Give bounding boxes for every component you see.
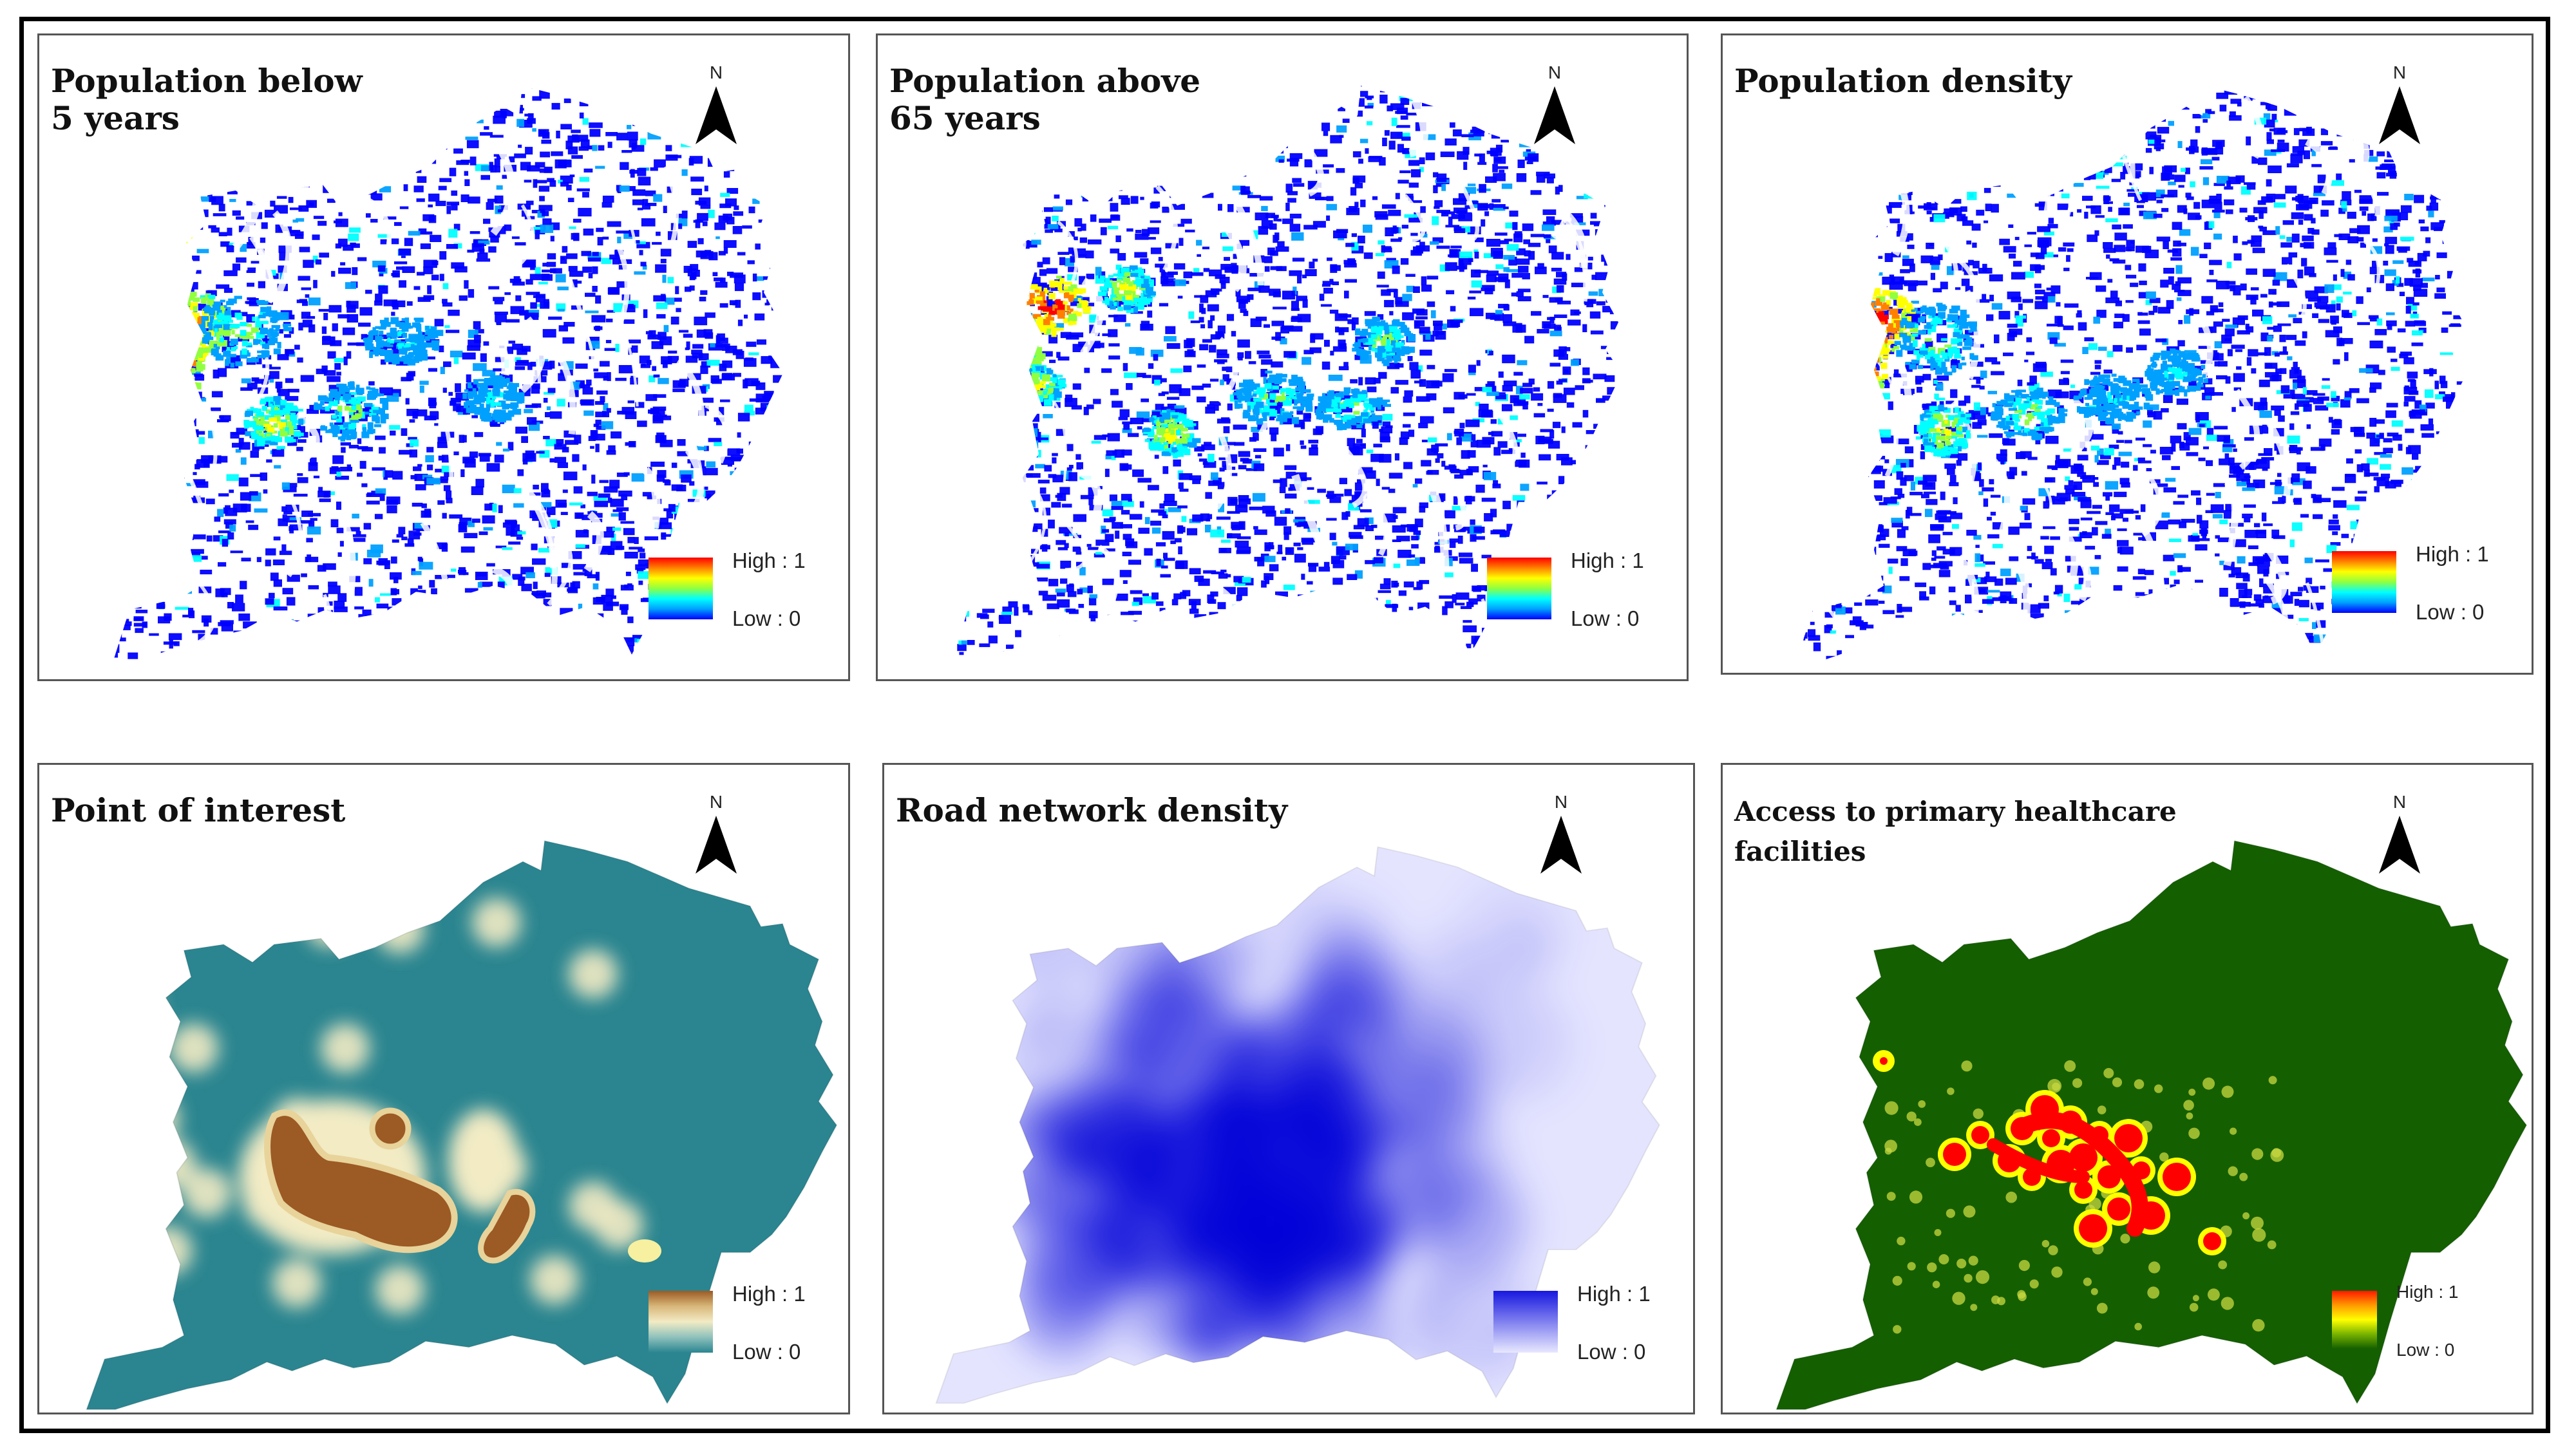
- north-arrow: N: [694, 62, 739, 150]
- north-arrow-icon: [2379, 86, 2420, 144]
- north-label: N: [1548, 62, 1562, 82]
- north-arrow: N: [2377, 62, 2422, 150]
- map-panel-population-density: Population density N High : 1 Low : 0: [1721, 33, 2533, 675]
- north-label: N: [709, 792, 723, 812]
- map-access-primary-healthcare: [1775, 840, 2528, 1411]
- north-arrow: N: [1539, 792, 1584, 879]
- north-label: N: [709, 62, 723, 82]
- north-arrow: N: [694, 792, 739, 879]
- legend: High : 1 Low : 0: [1493, 1282, 1661, 1364]
- legend-low-label: Low : 0: [2396, 1340, 2455, 1360]
- legend-high-label: High : 1: [1577, 1282, 1651, 1306]
- north-arrow: N: [1532, 62, 1577, 150]
- north-arrow-icon: [2379, 816, 2420, 874]
- legend-low-label: Low : 0: [2416, 600, 2485, 624]
- legend-color-ramp: [1487, 558, 1551, 619]
- legend-high-label: High : 1: [2396, 1282, 2459, 1302]
- map-panel-road-network-density: Road network density N High : 1 Low : 0: [882, 763, 1695, 1414]
- map-panel-population-above-65: Population above 65 years N High : 1 Low…: [876, 33, 1689, 681]
- legend-color-ramp: [2332, 1291, 2377, 1349]
- legend-color-ramp: [1493, 1291, 1558, 1353]
- legend: High : 1 Low : 0: [649, 549, 816, 630]
- legend: High : 1 Low : 0: [649, 1282, 816, 1364]
- panel-title: Population below 5 years: [51, 62, 363, 137]
- north-label: N: [2392, 62, 2407, 82]
- legend-low-label: Low : 0: [1577, 1340, 1646, 1364]
- legend-low-label: Low : 0: [732, 606, 801, 630]
- legend-high-label: High : 1: [732, 1282, 806, 1306]
- panel-title: Point of interest: [51, 791, 346, 829]
- legend: High : 1 Low : 0: [2332, 1282, 2499, 1360]
- north-arrow-icon: [1540, 816, 1582, 874]
- legend-color-ramp: [649, 1291, 713, 1353]
- legend-color-ramp: [2332, 551, 2396, 613]
- legend-color-ramp: [649, 558, 713, 619]
- north-arrow-icon: [696, 816, 737, 874]
- legend-high-label: High : 1: [1571, 549, 1644, 572]
- panel-title: Population density: [1734, 62, 2072, 100]
- legend-high-label: High : 1: [732, 549, 806, 572]
- legend-low-label: Low : 0: [1571, 606, 1640, 630]
- north-arrow-icon: [1534, 86, 1575, 144]
- panel-title: Access to primary healthcare facilities: [1734, 796, 2177, 867]
- legend: High : 1 Low : 0: [2332, 542, 2499, 624]
- map-panel-access-primary-healthcare: Access to primary healthcare facilities …: [1721, 763, 2533, 1414]
- legend-low-label: Low : 0: [732, 1340, 801, 1364]
- north-label: N: [1554, 792, 1568, 812]
- north-label: N: [2392, 792, 2407, 812]
- legend: High : 1 Low : 0: [1487, 549, 1654, 630]
- north-arrow-icon: [696, 86, 737, 144]
- figure-frame: [19, 17, 2550, 1433]
- map-population-density: [1797, 86, 2467, 661]
- legend-high-label: High : 1: [2416, 542, 2489, 566]
- panel-title: Road network density: [896, 791, 1288, 829]
- panel-title: Population above 65 years: [889, 62, 1201, 137]
- north-arrow: N: [2377, 792, 2422, 879]
- map-panel-population-below-5: Population below 5 years N High : 1 Low …: [37, 33, 850, 681]
- map-panel-point-of-interest: Point of interest N High : 1 Low : 0: [37, 763, 850, 1414]
